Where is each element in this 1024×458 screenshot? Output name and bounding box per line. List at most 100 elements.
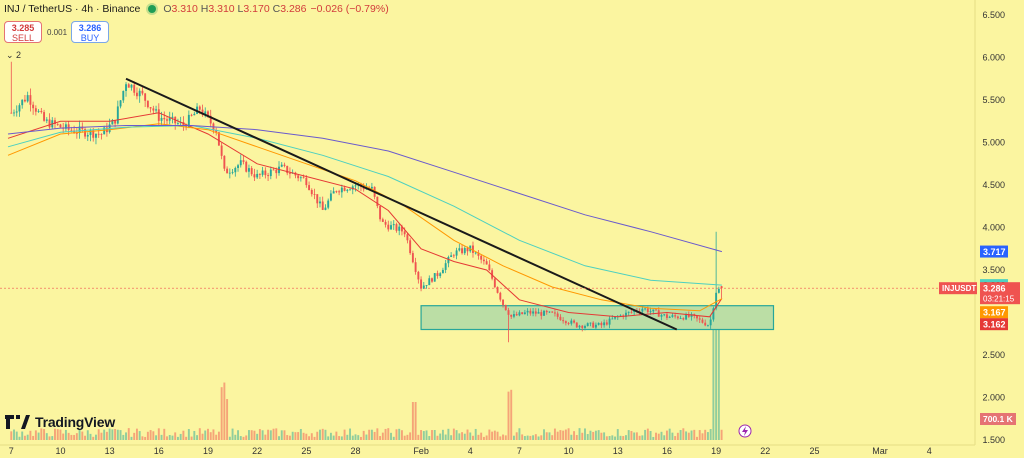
support-zone[interactable] <box>420 305 775 331</box>
indicators-toggle[interactable]: ⌄ 2 <box>6 50 22 60</box>
candle-body[interactable] <box>633 310 636 312</box>
candle-body[interactable] <box>288 173 291 174</box>
candle-body[interactable] <box>48 119 51 128</box>
candle-body[interactable] <box>384 221 387 225</box>
candle-body[interactable] <box>157 109 160 121</box>
candle-body[interactable] <box>116 106 119 124</box>
candle-body[interactable] <box>340 187 343 193</box>
candle-body[interactable] <box>578 325 581 328</box>
candle-body[interactable] <box>496 287 499 293</box>
candle-body[interactable] <box>452 255 455 257</box>
candle-body[interactable] <box>698 318 701 320</box>
candle-body[interactable] <box>338 191 341 193</box>
candle-body[interactable] <box>111 120 114 125</box>
candle-body[interactable] <box>589 322 592 324</box>
candle-body[interactable] <box>455 250 458 256</box>
candle-body[interactable] <box>26 95 29 102</box>
candle-body[interactable] <box>441 269 444 274</box>
candle-body[interactable] <box>493 278 496 288</box>
candle-body[interactable] <box>310 189 313 195</box>
candle-body[interactable] <box>146 100 149 108</box>
candle-body[interactable] <box>40 110 43 113</box>
candle-body[interactable] <box>556 313 559 317</box>
candle-body[interactable] <box>644 308 647 310</box>
candle-body[interactable] <box>431 278 433 282</box>
candle-body[interactable] <box>248 168 250 172</box>
candle-body[interactable] <box>417 271 420 280</box>
candle-body[interactable] <box>370 186 373 189</box>
candle-body[interactable] <box>488 264 491 271</box>
candle-body[interactable] <box>138 90 141 97</box>
candle-body[interactable] <box>466 248 469 252</box>
candle-body[interactable] <box>316 194 319 204</box>
candle-body[interactable] <box>346 189 349 191</box>
candle-body[interactable] <box>59 124 62 128</box>
candle-body[interactable] <box>70 129 73 131</box>
candle-body[interactable] <box>261 170 264 175</box>
candle-body[interactable] <box>668 316 671 318</box>
candle-body[interactable] <box>420 279 423 289</box>
candle-body[interactable] <box>663 314 666 316</box>
candle-body[interactable] <box>114 120 117 124</box>
candle-body[interactable] <box>433 273 436 282</box>
candle-body[interactable] <box>480 255 483 260</box>
candle-body[interactable] <box>627 311 630 313</box>
candle-body[interactable] <box>717 288 720 293</box>
candle-body[interactable] <box>376 196 379 207</box>
candle-body[interactable] <box>10 112 13 114</box>
candle-body[interactable] <box>395 224 398 231</box>
ma-line-ema-slow[interactable] <box>7 124 722 286</box>
candle-body[interactable] <box>379 206 382 220</box>
candle-body[interactable] <box>641 308 644 312</box>
candle-body[interactable] <box>485 261 488 265</box>
candle-body[interactable] <box>319 201 321 204</box>
candle-body[interactable] <box>679 318 682 319</box>
candle-body[interactable] <box>592 322 595 328</box>
candle-body[interactable] <box>564 321 567 324</box>
candle-body[interactable] <box>18 105 21 112</box>
candle-body[interactable] <box>715 292 718 309</box>
candle-body[interactable] <box>160 117 163 121</box>
candle-body[interactable] <box>458 248 461 251</box>
candle-body[interactable] <box>349 189 351 191</box>
candle-body[interactable] <box>674 315 677 317</box>
candle-body[interactable] <box>250 168 253 175</box>
candle-body[interactable] <box>125 84 127 91</box>
candle-body[interactable] <box>75 133 78 134</box>
candle-body[interactable] <box>258 173 261 175</box>
candle-body[interactable] <box>682 318 685 320</box>
candle-body[interactable] <box>625 312 627 317</box>
candle-body[interactable] <box>720 286 723 289</box>
descending-trendline[interactable] <box>125 77 678 331</box>
candle-body[interactable] <box>559 316 562 321</box>
candle-body[interactable] <box>226 168 229 174</box>
candle-body[interactable] <box>166 119 168 121</box>
candle-body[interactable] <box>526 310 529 313</box>
candle-body[interactable] <box>586 323 589 327</box>
candle-body[interactable] <box>534 311 537 314</box>
candle-body[interactable] <box>127 84 130 88</box>
candle-body[interactable] <box>13 112 15 114</box>
candle-body[interactable] <box>671 315 674 317</box>
candle-body[interactable] <box>553 312 556 314</box>
candle-body[interactable] <box>67 124 70 130</box>
candle-body[interactable] <box>422 285 425 289</box>
candle-body[interactable] <box>409 240 412 254</box>
candle-body[interactable] <box>141 90 144 94</box>
candle-body[interactable] <box>523 312 526 315</box>
candle-body[interactable] <box>327 200 330 208</box>
candle-body[interactable] <box>482 259 485 262</box>
candle-body[interactable] <box>701 319 704 323</box>
candle-body[interactable] <box>513 314 515 317</box>
candle-body[interactable] <box>168 117 171 121</box>
candle-body[interactable] <box>163 117 166 120</box>
candle-body[interactable] <box>551 311 554 313</box>
candle-body[interactable] <box>581 325 584 328</box>
candle-body[interactable] <box>220 145 223 156</box>
candle-body[interactable] <box>242 160 245 162</box>
candle-body[interactable] <box>646 308 649 313</box>
candle-body[interactable] <box>201 109 204 115</box>
candle-body[interactable] <box>545 310 548 313</box>
candle-body[interactable] <box>152 108 155 111</box>
